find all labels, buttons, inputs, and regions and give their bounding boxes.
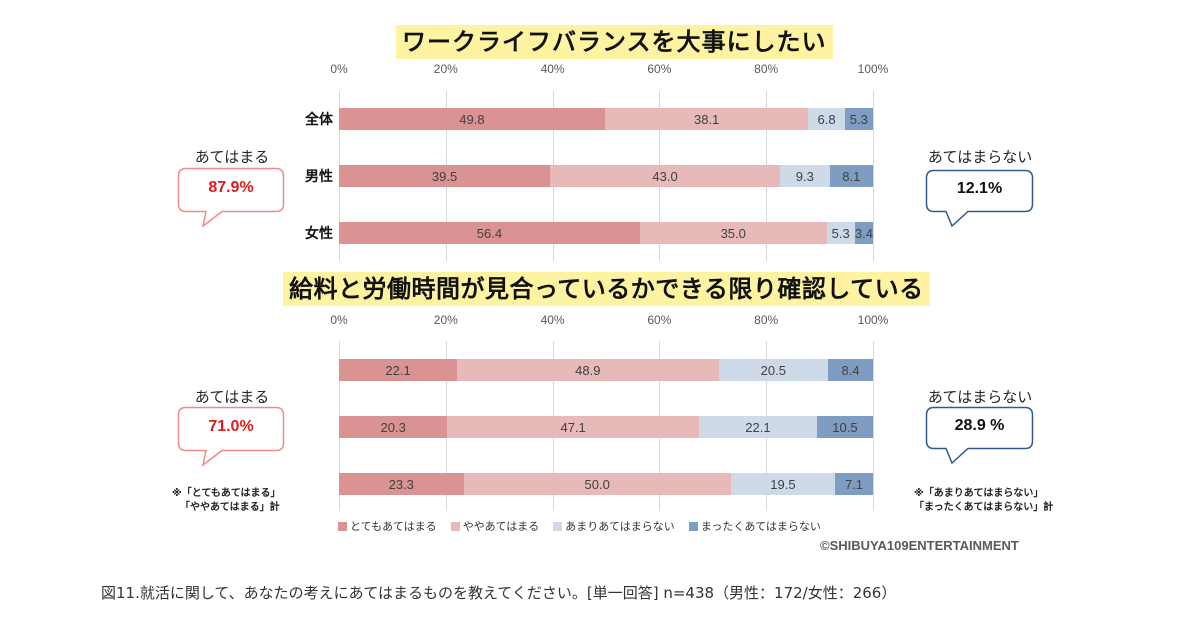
legend-swatch-icon: [338, 521, 347, 531]
chart2-disagree-label: あてはまらない: [927, 388, 1033, 406]
disagree-note-line1: ※「あまりあてはまらない」: [914, 488, 1044, 499]
legend-label: とてもあてはまる: [350, 520, 437, 533]
x-tick-label: 80%: [754, 62, 779, 76]
legend-item: ややあてはまる: [450, 518, 540, 534]
bar-segment: 56.4: [339, 222, 640, 244]
x-tick-label: 100%: [857, 62, 889, 76]
x-tick-label: 60%: [647, 313, 672, 327]
legend-swatch-icon: [450, 521, 460, 531]
bar-segment: 9.3: [779, 165, 830, 187]
row-label: 女性: [305, 226, 333, 242]
row-label: 全体: [305, 112, 333, 128]
bar-segment: 38.1: [604, 108, 809, 130]
stacked-bar: 39.5 43.0 9.3 8.1: [339, 165, 873, 187]
legend-label: あまりあてはまらない: [565, 520, 675, 533]
bar-segment: 8.1: [829, 165, 873, 187]
chart2-title: 給料と労働時間が見合っているかできる限り確認している: [283, 272, 930, 306]
chart1-title: ワークライフバランスを大事にしたい: [396, 25, 833, 59]
bar-segment: 49.8: [339, 108, 605, 130]
chart2-agree-callout: 71.0%: [177, 406, 285, 467]
x-tick-label: 20%: [433, 62, 458, 76]
bar-segment: 19.5: [730, 473, 836, 495]
chart2-agree-value: 71.0%: [208, 418, 254, 435]
speech-bubble-icon: [925, 406, 1034, 465]
chart1-disagree-value: 12.1%: [956, 180, 1003, 197]
legend-swatch-icon: [553, 521, 563, 531]
chart1-agree-callout: 87.9%: [177, 167, 285, 228]
speech-bubble-icon: [925, 169, 1034, 228]
chart2-agree-label: あてはまる: [194, 388, 270, 406]
bar-segment: 22.1: [698, 416, 817, 438]
bar-segment: 50.0: [463, 473, 731, 495]
stacked-bar: 49.8 38.1 6.8 5.3: [339, 108, 873, 130]
x-tick-label: 100%: [857, 313, 889, 327]
agree-note-line1: ※「とてもあてはまる」: [172, 488, 281, 499]
bar-segment: 8.4: [828, 359, 873, 381]
gridline: [873, 91, 874, 261]
bar-segment: 35.0: [639, 222, 827, 244]
stacked-bar: 23.3 50.0 19.5 7.1: [339, 473, 873, 495]
chart1-disagree-label: あてはまらない: [927, 148, 1033, 166]
row-label: 男性: [305, 169, 333, 185]
x-tick-label: 60%: [647, 62, 672, 76]
chart2-disagree-value: 28.9 %: [954, 417, 1005, 434]
x-tick-label: 20%: [433, 313, 458, 327]
bar-segment: 5.3: [826, 222, 855, 244]
chart2-disagree-callout: 28.9 %: [925, 406, 1034, 465]
bar-segment: 6.8: [808, 108, 845, 130]
legend-label: ややあてはまる: [462, 520, 540, 533]
x-tick-label: 0%: [330, 62, 348, 76]
disagree-note-line2: 「まったくあてはまらない」計: [914, 502, 1054, 513]
bar-segment: 39.5: [339, 165, 551, 187]
legend-item: とてもあてはまる: [338, 518, 437, 534]
bar-segment: 43.0: [550, 165, 780, 187]
gridline: [873, 341, 874, 511]
bar-segment: 48.9: [457, 359, 719, 381]
bar-segment: 23.3: [339, 473, 464, 495]
speech-bubble-icon: [177, 406, 285, 467]
bar-segment: 3.4: [854, 222, 873, 244]
figure-caption: 図11.就活に関して、あなたの考えにあてはまるものを教えてください。[単一回答]…: [101, 584, 897, 602]
bar-segment: 5.3: [844, 108, 873, 130]
stacked-bar: 56.4 35.0 5.3 3.4: [339, 222, 873, 244]
legend: とてもあてはまる ややあてはまる あまりあてはまらない まったくあてはまらない: [338, 518, 821, 534]
x-tick-label: 40%: [540, 313, 565, 327]
x-tick-label: 40%: [540, 62, 565, 76]
disagree-note: ※「あまりあてはまらない」 「まったくあてはまらない」計: [914, 487, 1053, 515]
bar-segment: 7.1: [835, 473, 873, 495]
chart1-disagree-callout: 12.1%: [925, 169, 1034, 228]
speech-bubble-icon: [177, 167, 285, 228]
legend-label: まったくあてはまらない: [700, 520, 821, 533]
bar-segment: 20.3: [339, 416, 448, 438]
legend-item: まったくあてはまらない: [688, 518, 821, 534]
x-tick-label: 0%: [330, 313, 348, 327]
legend-swatch-icon: [688, 521, 698, 531]
stacked-bar: 20.3 47.1 22.1 10.5: [339, 416, 873, 438]
copyright: ©SHIBUYA109ENTERTAINMENT: [820, 538, 1019, 553]
chart1-agree-value: 87.9%: [208, 179, 254, 196]
bar-segment: 22.1: [339, 359, 458, 381]
stacked-bar: 22.1 48.9 20.5 8.4: [339, 359, 873, 381]
x-tick-label: 80%: [754, 313, 779, 327]
chart1-agree-label: あてはまる: [194, 148, 270, 166]
legend-item: あまりあてはまらない: [553, 518, 675, 534]
bar-segment: 47.1: [447, 416, 699, 438]
bar-segment: 20.5: [718, 359, 829, 381]
agree-note-line2: 「ややあてはまる」計: [180, 502, 280, 513]
agree-note: ※「とてもあてはまる」 「ややあてはまる」計: [172, 487, 281, 515]
bar-segment: 10.5: [816, 416, 873, 438]
